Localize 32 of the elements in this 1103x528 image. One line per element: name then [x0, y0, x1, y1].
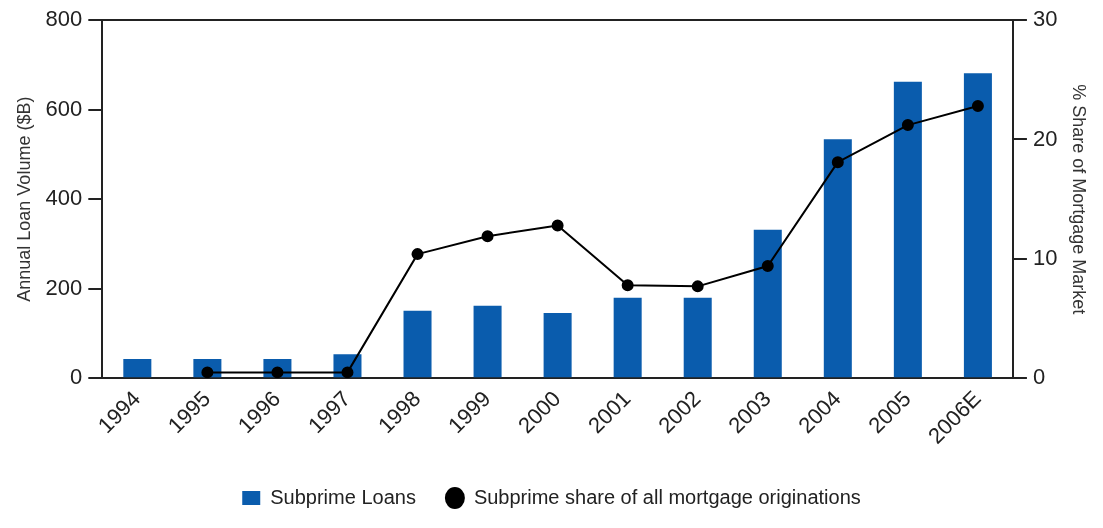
- bar: [403, 310, 432, 378]
- y-tick-label: 0: [70, 364, 83, 390]
- y2-tick-label: 0: [1032, 364, 1046, 390]
- y2-tick-label: 30: [1032, 6, 1058, 32]
- point: [761, 260, 774, 273]
- bar: [473, 305, 502, 378]
- point: [691, 280, 704, 293]
- point: [411, 248, 424, 261]
- y-tick-label: 400: [45, 185, 83, 211]
- point: [551, 219, 564, 232]
- point: [831, 156, 844, 169]
- point: [901, 119, 914, 132]
- bar: [753, 229, 782, 378]
- bar: [543, 312, 572, 378]
- y-axis-title: Annual Loan Volume ($B): [13, 96, 34, 302]
- y-tick-label: 200: [45, 274, 83, 300]
- bar: [683, 297, 712, 378]
- bar: [893, 81, 922, 378]
- point: [621, 279, 634, 292]
- y2-tick-label: 20: [1032, 125, 1058, 151]
- y-tick-label: 800: [45, 6, 83, 32]
- legend-label: Subprime share of all mortgage originations: [473, 485, 861, 508]
- point: [481, 230, 494, 243]
- bar: [823, 139, 852, 378]
- point: [971, 100, 984, 112]
- bar: [963, 73, 992, 378]
- y2-tick-label: 10: [1032, 244, 1058, 270]
- y2-axis-title: % Share of Mortgage Market: [1069, 84, 1090, 315]
- legend-label: Subprime Loans: [270, 485, 416, 508]
- y-tick-label: 600: [45, 95, 83, 121]
- bar: [613, 297, 642, 378]
- bar: [123, 359, 152, 378]
